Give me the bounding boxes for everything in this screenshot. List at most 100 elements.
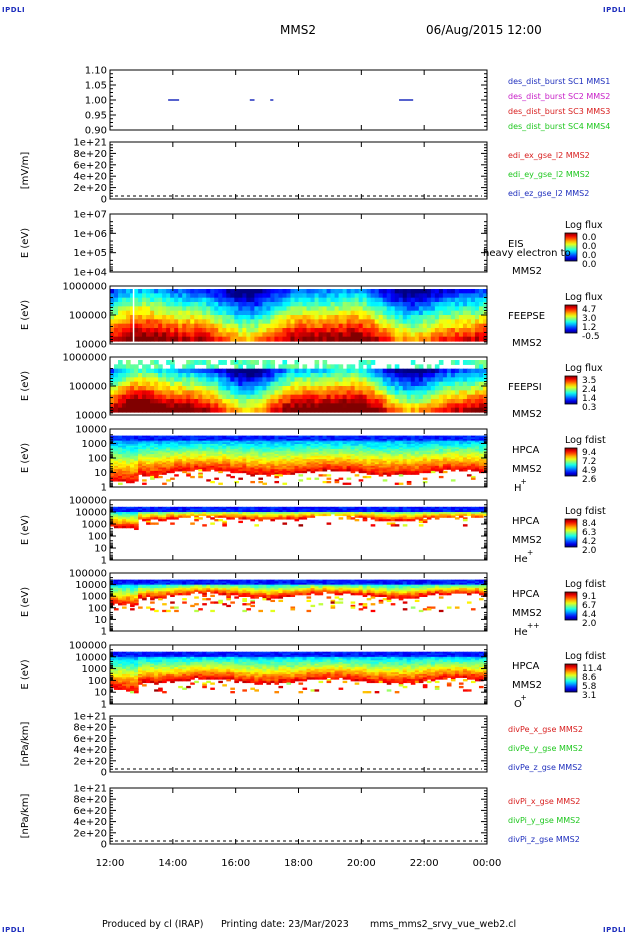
series-label: des_dist_burst SC1 MMS1 bbox=[508, 77, 610, 86]
y-tick-label: 1000 bbox=[82, 439, 107, 450]
colorbar-tick-label: 2.6 bbox=[582, 475, 597, 485]
colorbar-tick-label: 11.4 bbox=[582, 664, 602, 674]
spacecraft-label: MMS2 bbox=[512, 680, 542, 691]
series-label: divPi_x_gse MMS2 bbox=[508, 797, 580, 806]
colorbar-tick-label: 3.0 bbox=[582, 314, 597, 324]
colorbar-tick-label: 6.3 bbox=[582, 528, 596, 538]
y-tick-label: 8e+20 bbox=[73, 795, 107, 806]
series-label: divPe_z_gse MMS2 bbox=[508, 763, 582, 772]
x-tick-label: 12:00 bbox=[96, 858, 125, 869]
instrument-label: HPCA bbox=[512, 589, 540, 600]
colorbar bbox=[564, 375, 578, 405]
y-tick-label: 1.10 bbox=[85, 66, 107, 77]
y-axis-label: E (eV) bbox=[20, 659, 31, 689]
y-tick-label: 4e+20 bbox=[73, 817, 107, 828]
y-tick-label: 1 bbox=[101, 483, 107, 494]
y-tick-label: 1000 bbox=[82, 592, 107, 603]
y-tick-label: 1 bbox=[101, 700, 107, 711]
colorbar-tick-label: 5.8 bbox=[582, 682, 597, 692]
y-tick-label: 100000 bbox=[69, 496, 107, 507]
footer-printing-date: Printing date: 23/Mar/2023 bbox=[221, 919, 349, 930]
series-label: des_dist_burst SC4 MMS4 bbox=[508, 122, 610, 131]
species-charge-label: ++ bbox=[527, 621, 540, 630]
colorbar-tick-label: 2.0 bbox=[582, 619, 597, 629]
series-label: des_dist_burst SC3 MMS3 bbox=[508, 107, 610, 116]
y-tick-label: 0.90 bbox=[85, 126, 107, 137]
y-tick-label: 8e+20 bbox=[73, 149, 107, 160]
y-tick-label: 1000 bbox=[82, 664, 107, 675]
y-tick-label: 10000 bbox=[75, 340, 107, 351]
y-tick-label: 10000 bbox=[75, 411, 107, 422]
spectrogram-hpca_he1 bbox=[110, 506, 488, 531]
colorbar-tick-label: 4.7 bbox=[582, 305, 596, 315]
y-tick-label: 8e+20 bbox=[73, 723, 107, 734]
species-label: He bbox=[514, 627, 528, 638]
x-tick-label: 18:00 bbox=[284, 858, 313, 869]
y-tick-label: 1e+06 bbox=[73, 229, 107, 240]
species-label: O bbox=[514, 699, 522, 710]
colorbar-title: Log fdist bbox=[565, 579, 606, 590]
colorbar bbox=[564, 232, 578, 262]
colorbar-title: Log fdist bbox=[565, 435, 606, 446]
y-tick-label: 10000 bbox=[75, 580, 107, 591]
y-tick-label: 100 bbox=[88, 676, 107, 687]
colorbar-tick-label: 9.1 bbox=[582, 592, 596, 602]
y-tick-label: 100000 bbox=[69, 569, 107, 580]
corner-label-top-right: IPDLI bbox=[603, 6, 627, 14]
y-tick-label: 6e+20 bbox=[73, 806, 107, 817]
y-tick-label: 100000 bbox=[69, 382, 107, 393]
series-label: divPe_x_gse MMS2 bbox=[508, 725, 583, 734]
colorbar-tick-label: 9.4 bbox=[582, 448, 597, 458]
y-tick-label: 1e+07 bbox=[73, 210, 107, 221]
y-tick-label: 10 bbox=[94, 688, 107, 699]
y-tick-label: 0 bbox=[101, 195, 107, 206]
colorbar-tick-label: 0.0 bbox=[582, 260, 597, 270]
colorbar bbox=[564, 591, 578, 621]
colorbar-title: Log flux bbox=[565, 292, 603, 303]
y-tick-label: 1e+04 bbox=[73, 268, 107, 279]
y-axis-label: E (eV) bbox=[20, 587, 31, 617]
series-label: edi_ex_gse_l2 MMS2 bbox=[508, 151, 590, 160]
y-tick-label: 1000000 bbox=[62, 282, 107, 293]
x-tick-label: 14:00 bbox=[158, 858, 187, 869]
instrument-label: FEEPSE bbox=[508, 311, 545, 322]
y-tick-label: 1.05 bbox=[85, 81, 107, 92]
colorbar bbox=[564, 304, 578, 334]
y-axis-label: E (eV) bbox=[20, 515, 31, 545]
colorbar-tick-label: 3.1 bbox=[582, 691, 596, 701]
y-axis-label: E (eV) bbox=[20, 228, 31, 258]
panel-frame bbox=[109, 69, 488, 131]
colorbar bbox=[564, 518, 578, 548]
y-tick-label: 10000 bbox=[75, 508, 107, 519]
species-charge-label: + bbox=[527, 548, 533, 557]
y-tick-label: 1 bbox=[101, 627, 107, 638]
x-tick-label: 16:00 bbox=[221, 858, 250, 869]
instrument-label: FEEPSI bbox=[508, 382, 542, 393]
series-label: des_dist_burst SC2 MMS2 bbox=[508, 92, 610, 101]
colorbar-tick-label: 2.0 bbox=[582, 546, 597, 556]
y-tick-label: 10 bbox=[94, 468, 107, 479]
y-axis-label: E (eV) bbox=[20, 300, 31, 330]
colorbar-tick-label: 8.4 bbox=[582, 519, 597, 529]
spectrogram-hpca_o bbox=[110, 651, 488, 694]
colorbar-tick-label: 1.2 bbox=[582, 323, 596, 333]
corner-label-bottom-right: IPDLI bbox=[603, 926, 627, 934]
species-charge-label: + bbox=[521, 693, 527, 702]
y-tick-label: 100 bbox=[88, 454, 107, 465]
corner-label-top-left: IPDLI bbox=[2, 6, 26, 14]
series-label: divPe_y_gse MMS2 bbox=[508, 744, 583, 753]
panel-frame bbox=[109, 213, 488, 273]
colorbar bbox=[564, 447, 578, 477]
y-tick-label: 100 bbox=[88, 603, 107, 614]
corner-label-bottom-left: IPDLI bbox=[2, 926, 26, 934]
series-label: edi_ey_gse_l2 MMS2 bbox=[508, 170, 590, 179]
y-tick-label: 10 bbox=[94, 544, 107, 555]
instrument-label: HPCA bbox=[512, 516, 540, 527]
colorbar-title: Log flux bbox=[565, 363, 603, 374]
colorbar-tick-label: 4.4 bbox=[582, 610, 597, 620]
y-tick-label: 10 bbox=[94, 615, 107, 626]
species-label: He bbox=[514, 554, 528, 565]
instrument-label: HPCA bbox=[512, 445, 540, 456]
colorbar-tick-label: 3.5 bbox=[582, 376, 596, 386]
